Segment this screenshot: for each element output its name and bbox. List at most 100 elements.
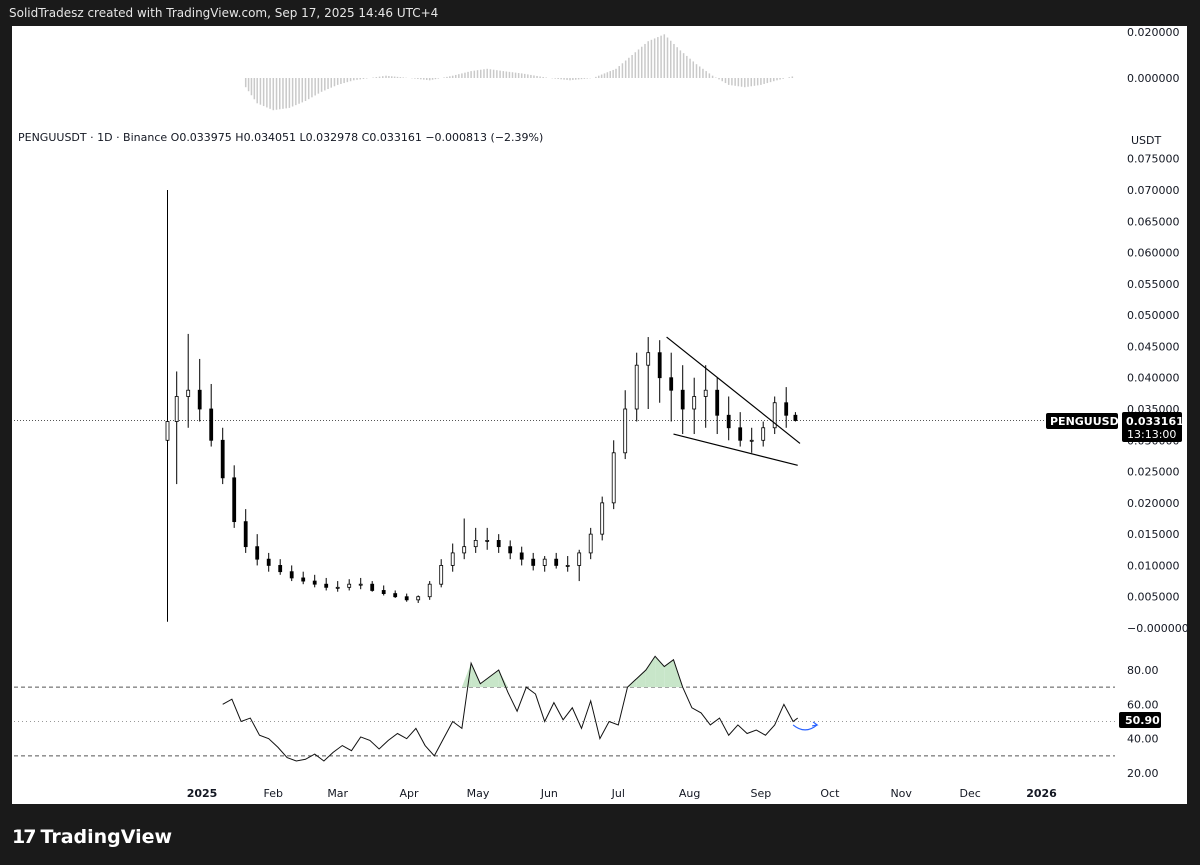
x-tick-label: Dec — [960, 787, 981, 800]
candle-body — [393, 593, 398, 598]
candle-body — [784, 402, 789, 416]
price-badge-price: 0.033161 — [1126, 415, 1184, 428]
candle-body — [508, 546, 513, 554]
price-tick-label: 0.050000 — [1127, 309, 1180, 322]
price-tick-label: 0.060000 — [1127, 247, 1180, 260]
chart-panel[interactable] — [12, 26, 1187, 804]
curve-arrow-icon — [792, 724, 818, 731]
rsi-overbought-fill — [480, 676, 490, 688]
candle-body — [232, 477, 237, 523]
candle-body — [278, 565, 283, 573]
price-badge-countdown: 13:13:00 — [1127, 428, 1176, 441]
price-tick-label: 0.025000 — [1127, 466, 1180, 479]
candle-body — [588, 533, 593, 554]
price-tick-label: 0.070000 — [1127, 184, 1180, 197]
candle-body — [749, 439, 754, 442]
candle-body — [646, 352, 651, 366]
candle-body — [427, 583, 432, 598]
symbol-legend: PENGUUSDT · 1D · Binance O0.033975 H0.03… — [18, 131, 543, 144]
candle-body — [600, 502, 605, 535]
trendline-upper — [666, 336, 801, 444]
oscillator-pane — [244, 34, 794, 111]
candle-body — [255, 546, 260, 560]
candle-body — [165, 421, 170, 441]
candle-body — [485, 540, 490, 542]
candle-body — [577, 552, 582, 566]
osc-tick-label: 0.000000 — [1127, 72, 1180, 85]
candle-body — [738, 427, 743, 441]
candle-body — [197, 389, 202, 410]
price-tick-label: 0.040000 — [1127, 372, 1180, 385]
candle-body — [473, 540, 478, 548]
rsi-overbought-fill — [636, 670, 646, 688]
rsi-badge-value: 50.90 — [1125, 714, 1160, 727]
candle-body — [186, 389, 191, 397]
price-tick-label: 0.045000 — [1127, 340, 1180, 353]
candle-body — [301, 577, 306, 582]
osc-tick-label: 0.020000 — [1127, 26, 1180, 39]
candle-body — [761, 427, 766, 441]
rsi-overbought-fill — [645, 656, 656, 688]
candle-body — [519, 552, 524, 560]
candle-body — [174, 396, 179, 422]
candle-body — [358, 583, 363, 586]
x-tick-label: Nov — [890, 787, 912, 800]
price-tick-label: 0.005000 — [1127, 591, 1180, 604]
rsi-tick-label: 20.00 — [1127, 767, 1159, 780]
chart-caption: SolidTradesz created with TradingView.co… — [9, 6, 439, 20]
candle-body — [370, 583, 375, 591]
price-tick-label: 0.010000 — [1127, 559, 1180, 572]
tradingview-mark-icon: 17 — [12, 826, 36, 848]
candle-body — [542, 558, 547, 566]
candle-body — [404, 596, 409, 601]
price-tick-label: −0.000000 — [1127, 622, 1189, 635]
candle-body — [634, 364, 639, 410]
top-bar: SolidTradesz created with TradingView.co… — [0, 0, 1200, 26]
candle-body — [439, 565, 444, 585]
price-tick-label: 0.015000 — [1127, 528, 1180, 541]
price-pane — [14, 190, 1118, 622]
x-tick-label: May — [467, 787, 490, 800]
candle-body — [450, 552, 455, 566]
candle-body — [209, 408, 214, 441]
candle-body — [793, 414, 798, 421]
rsi-badge-bg — [1119, 712, 1161, 728]
tradingview-wordmark: TradingView — [40, 826, 173, 848]
tradingview-logo[interactable]: 17 TradingView — [12, 826, 172, 848]
x-tick-label: 2025 — [187, 787, 218, 800]
x-tick-label: Jul — [611, 787, 625, 800]
candle-body — [266, 558, 271, 566]
candle-body — [565, 565, 570, 567]
candle-body — [289, 571, 294, 579]
candle-body — [324, 583, 329, 588]
price-badge-bg — [1122, 412, 1182, 442]
x-tick-label: 2026 — [1026, 787, 1057, 800]
x-tick-label: Apr — [399, 787, 419, 800]
currency-label: USDT — [1131, 134, 1162, 147]
candle-body — [772, 402, 777, 429]
axes: 0.075000 0.070000 0.065000 0.060000 0.055000… — [187, 26, 1189, 800]
symbol-badge-bg — [1046, 413, 1118, 429]
candle-body — [703, 389, 708, 397]
candle-body — [715, 389, 720, 416]
candle-body — [462, 546, 467, 554]
candle-body — [692, 396, 697, 410]
candle-body — [243, 521, 248, 548]
candle-body — [611, 452, 616, 504]
candle-body — [312, 580, 317, 585]
candle-body — [496, 540, 501, 548]
rsi-line — [222, 655, 798, 762]
candle-body — [416, 596, 421, 601]
rsi-overbought-fill — [489, 670, 499, 688]
curve-arrow-head-icon — [811, 721, 819, 727]
x-tick-label: Mar — [327, 787, 348, 800]
x-tick-label: Oct — [820, 787, 840, 800]
symbol-badge-text: PENGUUSDT — [1050, 415, 1127, 428]
x-tick-label: Aug — [679, 787, 700, 800]
rsi-tick-label: 60.00 — [1127, 698, 1159, 711]
candle-body — [335, 586, 340, 589]
rsi-overbought-fill — [664, 659, 674, 688]
candle-body — [554, 558, 559, 566]
candle-body — [623, 408, 628, 454]
